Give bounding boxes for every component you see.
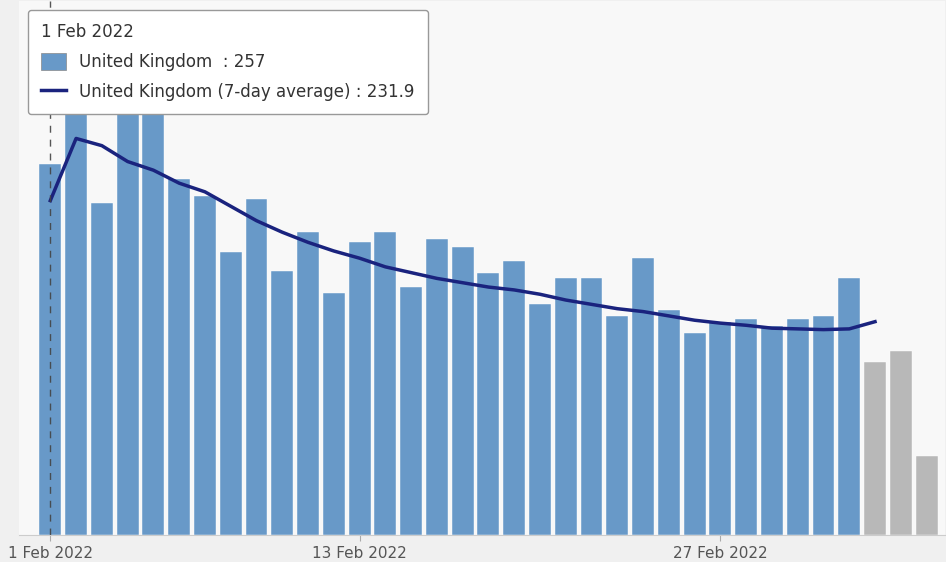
Bar [375,232,396,535]
Bar [787,319,809,535]
Bar [478,273,499,535]
Legend: United Kingdom  : 257, United Kingdom (7-day average) : 231.9: United Kingdom : 257, United Kingdom (7-… [27,10,429,114]
Bar [838,278,860,535]
Bar [529,305,551,535]
Bar [323,293,344,535]
Bar [657,310,680,535]
Bar [606,316,628,535]
Bar [349,242,371,535]
Bar [864,362,886,535]
Bar [554,278,577,535]
Bar [143,110,165,535]
Bar [451,247,474,535]
Bar [632,258,654,535]
Bar [272,271,293,535]
Bar [168,179,190,535]
Bar [426,239,447,535]
Bar [219,252,241,535]
Bar [503,261,525,535]
Bar [581,278,603,535]
Bar [813,316,834,535]
Bar [65,44,87,535]
Bar [916,456,937,535]
Bar [684,333,706,535]
Bar [246,199,268,535]
Bar [400,287,422,535]
Bar [735,319,757,535]
Bar [40,165,61,535]
Bar [761,326,783,535]
Bar [890,351,912,535]
Bar [297,232,319,535]
Bar [116,88,138,535]
Bar [194,196,216,535]
Bar [91,203,113,535]
Bar [710,321,731,535]
